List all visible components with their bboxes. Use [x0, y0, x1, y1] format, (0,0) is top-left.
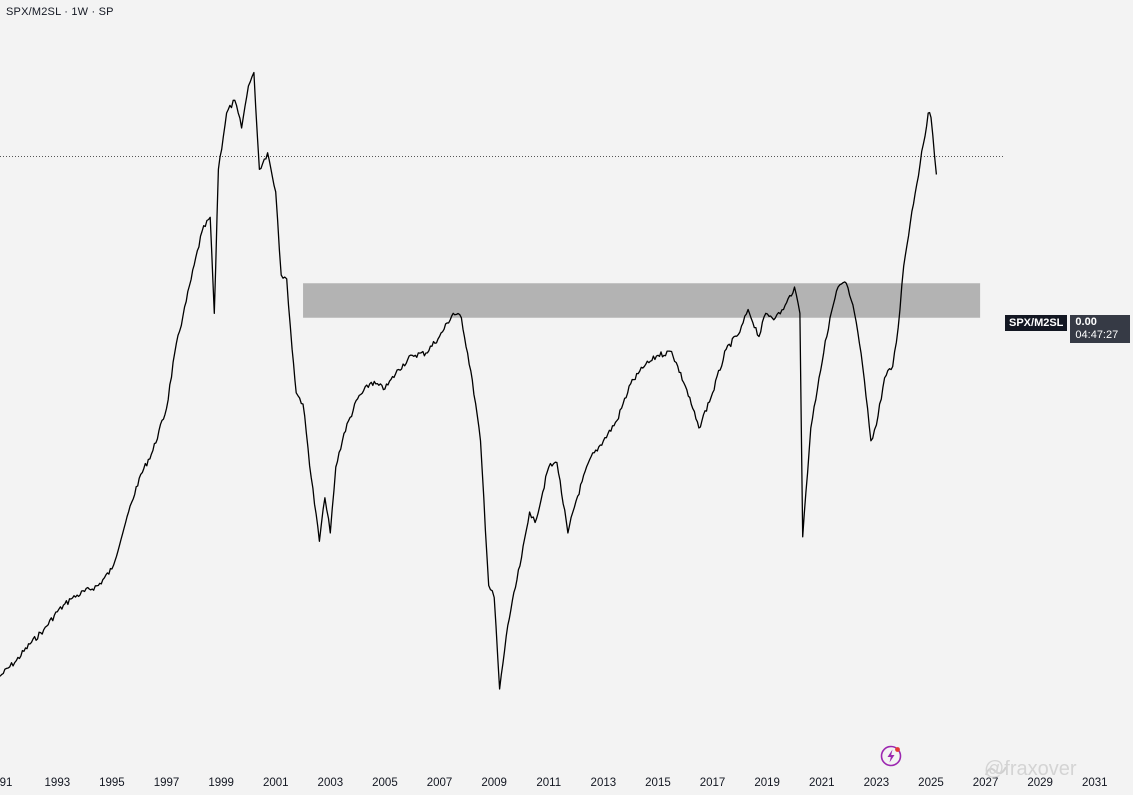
price-tag: SPX/M2SL 0.00 04:47:27	[1005, 315, 1131, 343]
x-tick-label: 2005	[372, 777, 398, 789]
x-tick-label: 2001	[262, 777, 289, 789]
x-tick-label: 2009	[481, 777, 507, 789]
last-value-box: 0.00 04:47:27	[1070, 315, 1131, 343]
bar-countdown: 04:47:27	[1075, 329, 1119, 341]
x-tick-label: 2015	[645, 777, 671, 789]
resistance-zone[interactable]	[303, 283, 981, 318]
x-tick-label: 2025	[918, 777, 944, 789]
x-tick-label: 1995	[99, 777, 125, 789]
x-tick-label: 1997	[153, 777, 180, 789]
x-tick-label: 1993	[44, 777, 71, 789]
x-tick-label: 2017	[699, 777, 726, 789]
price-series-line	[0, 71, 938, 690]
x-tick-label: 2011	[536, 777, 562, 789]
x-tick-label: 1999	[208, 777, 234, 789]
watermark-icon	[985, 766, 1007, 776]
lightning-bolt-icon[interactable]	[880, 745, 902, 767]
x-tick-label: 2023	[863, 777, 890, 789]
x-tick-label: 2019	[754, 777, 780, 789]
x-tick-label: 2029	[1027, 777, 1053, 789]
x-tick-label: 91	[0, 777, 13, 789]
last-value: 0.00	[1075, 316, 1097, 328]
x-tick-label: 2007	[426, 777, 453, 789]
x-tick-label: 2003	[317, 777, 344, 789]
x-tick-label: 2027	[972, 777, 999, 789]
watermark: @fraxover	[984, 758, 1077, 780]
x-tick-label: 2021	[808, 777, 835, 789]
x-tick-label: 2031	[1081, 777, 1108, 789]
symbol-label: SPX/M2SL	[1005, 315, 1068, 331]
x-tick-label: 2013	[590, 777, 617, 789]
chart-title: SPX/M2SL · 1W · SP	[6, 6, 114, 18]
